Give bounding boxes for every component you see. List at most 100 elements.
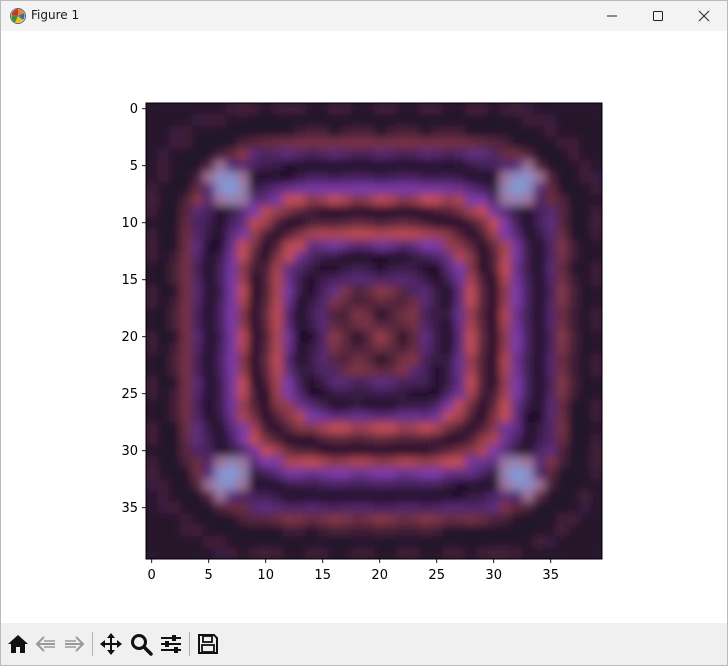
heatmap-cell — [579, 365, 592, 378]
configure-subplots-button[interactable] — [158, 631, 184, 657]
heatmap-cell — [579, 103, 592, 115]
heatmap-cell — [453, 114, 466, 127]
heatmap-cell — [488, 422, 500, 435]
heatmap-cell — [556, 103, 569, 115]
heatmap-cell — [453, 479, 466, 492]
heatmap-cell — [522, 456, 535, 469]
heatmap-cell — [396, 490, 409, 503]
heatmap-cell — [282, 262, 295, 275]
heatmap-cell — [533, 547, 546, 559]
heatmap-cell — [374, 319, 386, 332]
heatmap-cell — [328, 262, 341, 275]
heatmap-cell — [522, 445, 535, 457]
forward-button[interactable] — [61, 631, 87, 657]
heatmap-cell — [442, 182, 455, 195]
heatmap-cell — [351, 388, 364, 400]
heatmap-cell — [191, 547, 204, 559]
heatmap-cell — [374, 331, 386, 343]
heatmap-cell — [590, 125, 602, 138]
heatmap-cell — [545, 536, 557, 549]
heatmap-cell — [191, 399, 204, 412]
heatmap-cell — [271, 547, 284, 559]
heatmap-cell — [522, 547, 535, 559]
heatmap-cell — [362, 353, 375, 366]
heatmap-cell — [408, 274, 421, 286]
heatmap-cell — [533, 524, 546, 537]
close-button[interactable] — [681, 1, 727, 31]
heatmap-cell — [191, 160, 204, 172]
heatmap-cell — [260, 365, 272, 378]
heatmap-cell — [488, 205, 500, 218]
heatmap-cell — [362, 467, 375, 480]
heatmap-cell — [488, 296, 500, 309]
zoom-button[interactable] — [128, 631, 154, 657]
toolbar-separator — [92, 632, 93, 656]
toolbar-separator — [189, 632, 190, 656]
heatmap-cell — [282, 331, 295, 343]
maximize-button[interactable] — [635, 1, 681, 31]
heatmap-cell — [351, 137, 364, 150]
heatmap-cell — [465, 182, 478, 195]
heatmap-cell — [545, 365, 557, 378]
back-button[interactable] — [33, 631, 59, 657]
heatmap-cell — [157, 410, 170, 423]
pan-button[interactable] — [98, 631, 124, 657]
heatmap-cell — [271, 262, 284, 275]
minimize-button[interactable] — [589, 1, 635, 31]
heatmap-cell — [590, 217, 602, 229]
heatmap-cell — [579, 114, 592, 127]
figure-canvas[interactable]: 0 5 10 15 20 25 30 35 0 5 10 15 20 25 30 35 — [1, 31, 727, 623]
heatmap-cell — [203, 251, 215, 264]
heatmap-cell — [590, 353, 602, 366]
heatmap-cell — [533, 376, 546, 389]
heatmap-cell — [476, 502, 489, 514]
home-button[interactable] — [5, 631, 31, 657]
heatmap-cell — [442, 114, 455, 127]
heatmap-cell — [442, 502, 455, 514]
heatmap-cell — [168, 422, 181, 435]
heatmap-cell — [157, 274, 170, 286]
heatmap-cell — [168, 205, 181, 218]
heatmap-cell — [442, 513, 455, 526]
heatmap-cell — [146, 445, 158, 457]
heatmap-cell — [408, 285, 421, 298]
heatmap-cell — [499, 433, 512, 446]
heatmap-cell — [168, 467, 181, 480]
heatmap-cell — [203, 536, 215, 549]
heatmap-cell — [522, 433, 535, 446]
heatmap-cell — [533, 319, 546, 332]
heatmap-cell — [567, 445, 580, 457]
heatmap-cell — [374, 160, 386, 172]
heatmap-cell — [248, 524, 261, 537]
heatmap-cell — [191, 171, 204, 184]
heatmap-cell — [191, 114, 204, 127]
heatmap-cell — [225, 456, 238, 469]
heatmap-cell — [248, 262, 261, 275]
x-tick-label: 15 — [314, 568, 331, 583]
title-bar[interactable]: Figure 1 — [1, 1, 727, 31]
heatmap-cell — [237, 502, 250, 514]
heatmap-cell — [305, 422, 318, 435]
heatmap-cell — [157, 148, 170, 161]
heatmap-cell — [510, 536, 523, 549]
save-button[interactable] — [195, 631, 221, 657]
heatmap-cell — [533, 182, 546, 195]
heatmap-cell — [567, 513, 580, 526]
heatmap-cell — [317, 228, 329, 241]
heatmap-cell — [385, 160, 398, 172]
heatmap-cell — [522, 513, 535, 526]
heatmap-cell — [476, 205, 489, 218]
heatmap-cell — [203, 365, 215, 378]
heatmap-cell — [453, 365, 466, 378]
heatmap-cell — [396, 513, 409, 526]
heatmap-cell — [453, 137, 466, 150]
heatmap-cell — [248, 490, 261, 503]
heatmap-cell — [237, 308, 250, 321]
heatmap-cell — [362, 536, 375, 549]
heatmap-cell — [556, 376, 569, 389]
heatmap-cell — [146, 148, 158, 161]
heatmap-cell — [351, 308, 364, 321]
heatmap-cell — [305, 342, 318, 355]
heatmap-cell — [453, 171, 466, 184]
